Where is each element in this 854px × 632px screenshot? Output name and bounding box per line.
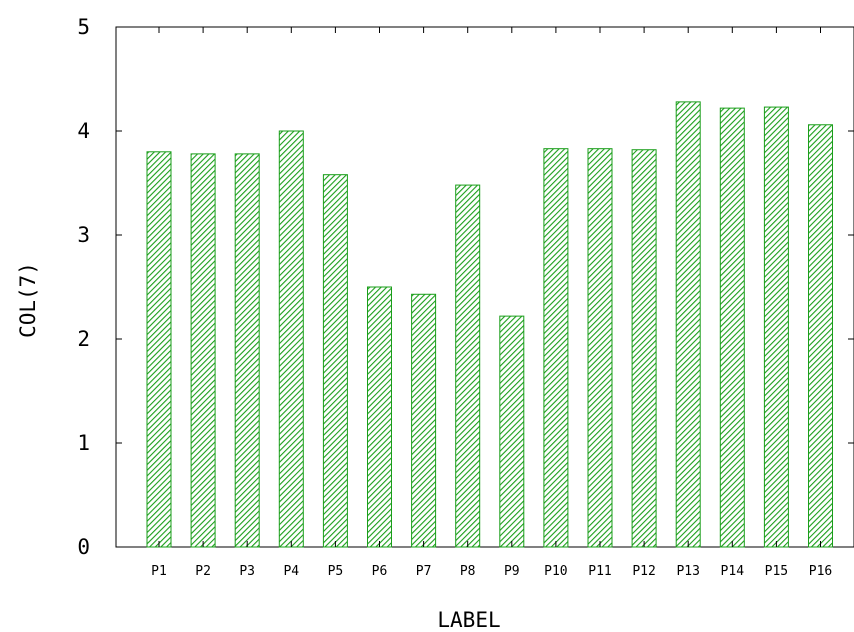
y-tick-label: 5 [77, 15, 90, 39]
x-tick-label: P14 [721, 564, 745, 579]
y-tick-labels: 0 1 2 3 4 5 [77, 15, 90, 559]
x-tick-label: P9 [504, 564, 520, 579]
y-axis-title: COL(7) [16, 262, 40, 338]
bar-p16 [808, 124, 833, 548]
bar-p14 [719, 107, 745, 548]
x-tick-label: P13 [676, 564, 699, 579]
x-tick-label: P8 [460, 564, 476, 579]
bar-p7 [411, 293, 437, 548]
bars-group [146, 101, 833, 548]
bar-p15 [763, 106, 789, 548]
y-tick-label: 4 [77, 119, 90, 143]
x-tick-label: P4 [283, 564, 299, 579]
y-tick-label: 0 [77, 535, 90, 559]
x-tick-label: P1 [151, 564, 167, 579]
bar-p13 [675, 101, 701, 548]
bar-p4 [278, 130, 304, 548]
x-tick-label: P6 [372, 564, 388, 579]
bar-p9 [499, 315, 525, 548]
bar-p1 [146, 151, 172, 548]
x-axis-title: LABEL [437, 608, 500, 632]
bar-p6 [367, 286, 392, 548]
x-tick-label: P16 [809, 564, 832, 579]
bar-p8 [455, 184, 481, 548]
y-tick-label: 1 [77, 431, 90, 455]
x-tick-label: P5 [328, 564, 344, 579]
x-tick-label: P10 [544, 564, 567, 579]
bar-p3 [234, 153, 260, 548]
x-tick-label: P15 [765, 564, 788, 579]
x-tick-label: P7 [416, 564, 432, 579]
ticks-group [116, 27, 854, 547]
bar-p12 [631, 149, 657, 548]
x-tick-label: P11 [588, 564, 611, 579]
bar-p11 [587, 148, 613, 548]
x-tick-labels: P1 P2 P3 P4 P5 P6 P7 P8 P9 P10 P11 P12 P13 P14 P15 P16 [151, 564, 832, 579]
y-tick-label: 3 [77, 223, 90, 247]
y-tick-label: 2 [77, 327, 90, 351]
bar-p5 [322, 174, 348, 548]
plot-frame [115, 26, 854, 548]
x-tick-label: P3 [239, 564, 255, 579]
x-tick-label: P2 [195, 564, 211, 579]
x-tick-label: P12 [632, 564, 655, 579]
bar-p2 [190, 153, 216, 548]
bar-p10 [543, 148, 569, 548]
